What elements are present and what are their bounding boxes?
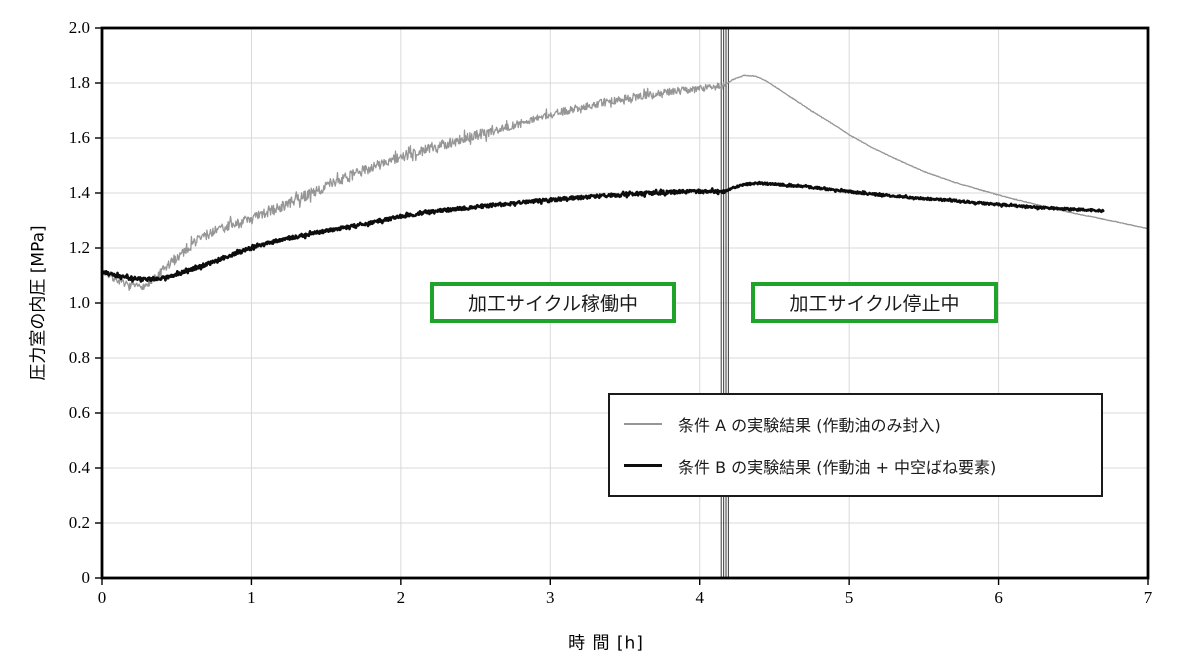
series-line-condition-a: [724, 74, 1149, 230]
legend-label-condition-b: 条件 B の実験結果 (作動油 + 中空ばね要素): [678, 457, 997, 477]
legend: 条件 A の実験結果 (作動油のみ封入) 条件 B の実験結果 (作動油 + 中…: [608, 393, 1103, 497]
y-tick-label: 1.8: [68, 73, 90, 92]
annotation-cycle-running-text: 加工サイクル稼働中: [467, 293, 639, 315]
legend-item-condition-a: 条件 A の実験結果 (作動油のみ封入): [624, 412, 1101, 436]
legend-line-sample-a: [624, 423, 662, 426]
legend-line-sample-b: [624, 464, 662, 468]
y-tick-label: 0.2: [68, 513, 90, 532]
annotation-cycle-stopped-text: 加工サイクル停止中: [789, 293, 960, 315]
x-tick-label: 0: [97, 588, 107, 607]
y-tick-label: 0: [81, 568, 91, 587]
y-tick-label: 0.8: [68, 348, 90, 367]
series-line-condition-a: [101, 81, 726, 291]
y-tick-label: 0.4: [68, 458, 90, 477]
legend-item-condition-b: 条件 B の実験結果 (作動油 + 中空ばね要素): [624, 454, 1101, 478]
x-tick-label: 2: [396, 588, 406, 607]
y-tick-label: 0.6: [68, 403, 90, 422]
annotation-cycle-running: 加工サイクル稼働中: [430, 282, 676, 323]
series-line-condition-b: [723, 180, 1105, 214]
x-tick-label: 7: [1143, 588, 1153, 607]
y-tick-label: 1.4: [68, 183, 90, 202]
y-tick-label: 2.0: [68, 18, 90, 37]
y-axis-title: 圧力室の内圧 [MPa]: [28, 225, 49, 381]
y-tick-label: 1.0: [68, 293, 90, 312]
x-tick-label: 4: [695, 588, 704, 607]
x-tick-label: 6: [994, 588, 1003, 607]
series-line-condition-b: [100, 187, 727, 283]
legend-label-condition-a: 条件 A の実験結果 (作動油のみ封入): [678, 416, 941, 436]
annotation-cycle-stopped: 加工サイクル停止中: [751, 282, 998, 323]
y-tick-label: 1.2: [68, 238, 90, 257]
x-tick-label: 1: [247, 588, 256, 607]
y-tick-label: 1.6: [68, 128, 90, 147]
x-tick-label: 3: [546, 588, 555, 607]
x-axis-title: 時 間 [h]: [568, 633, 644, 654]
x-tick-label: 5: [844, 588, 854, 607]
